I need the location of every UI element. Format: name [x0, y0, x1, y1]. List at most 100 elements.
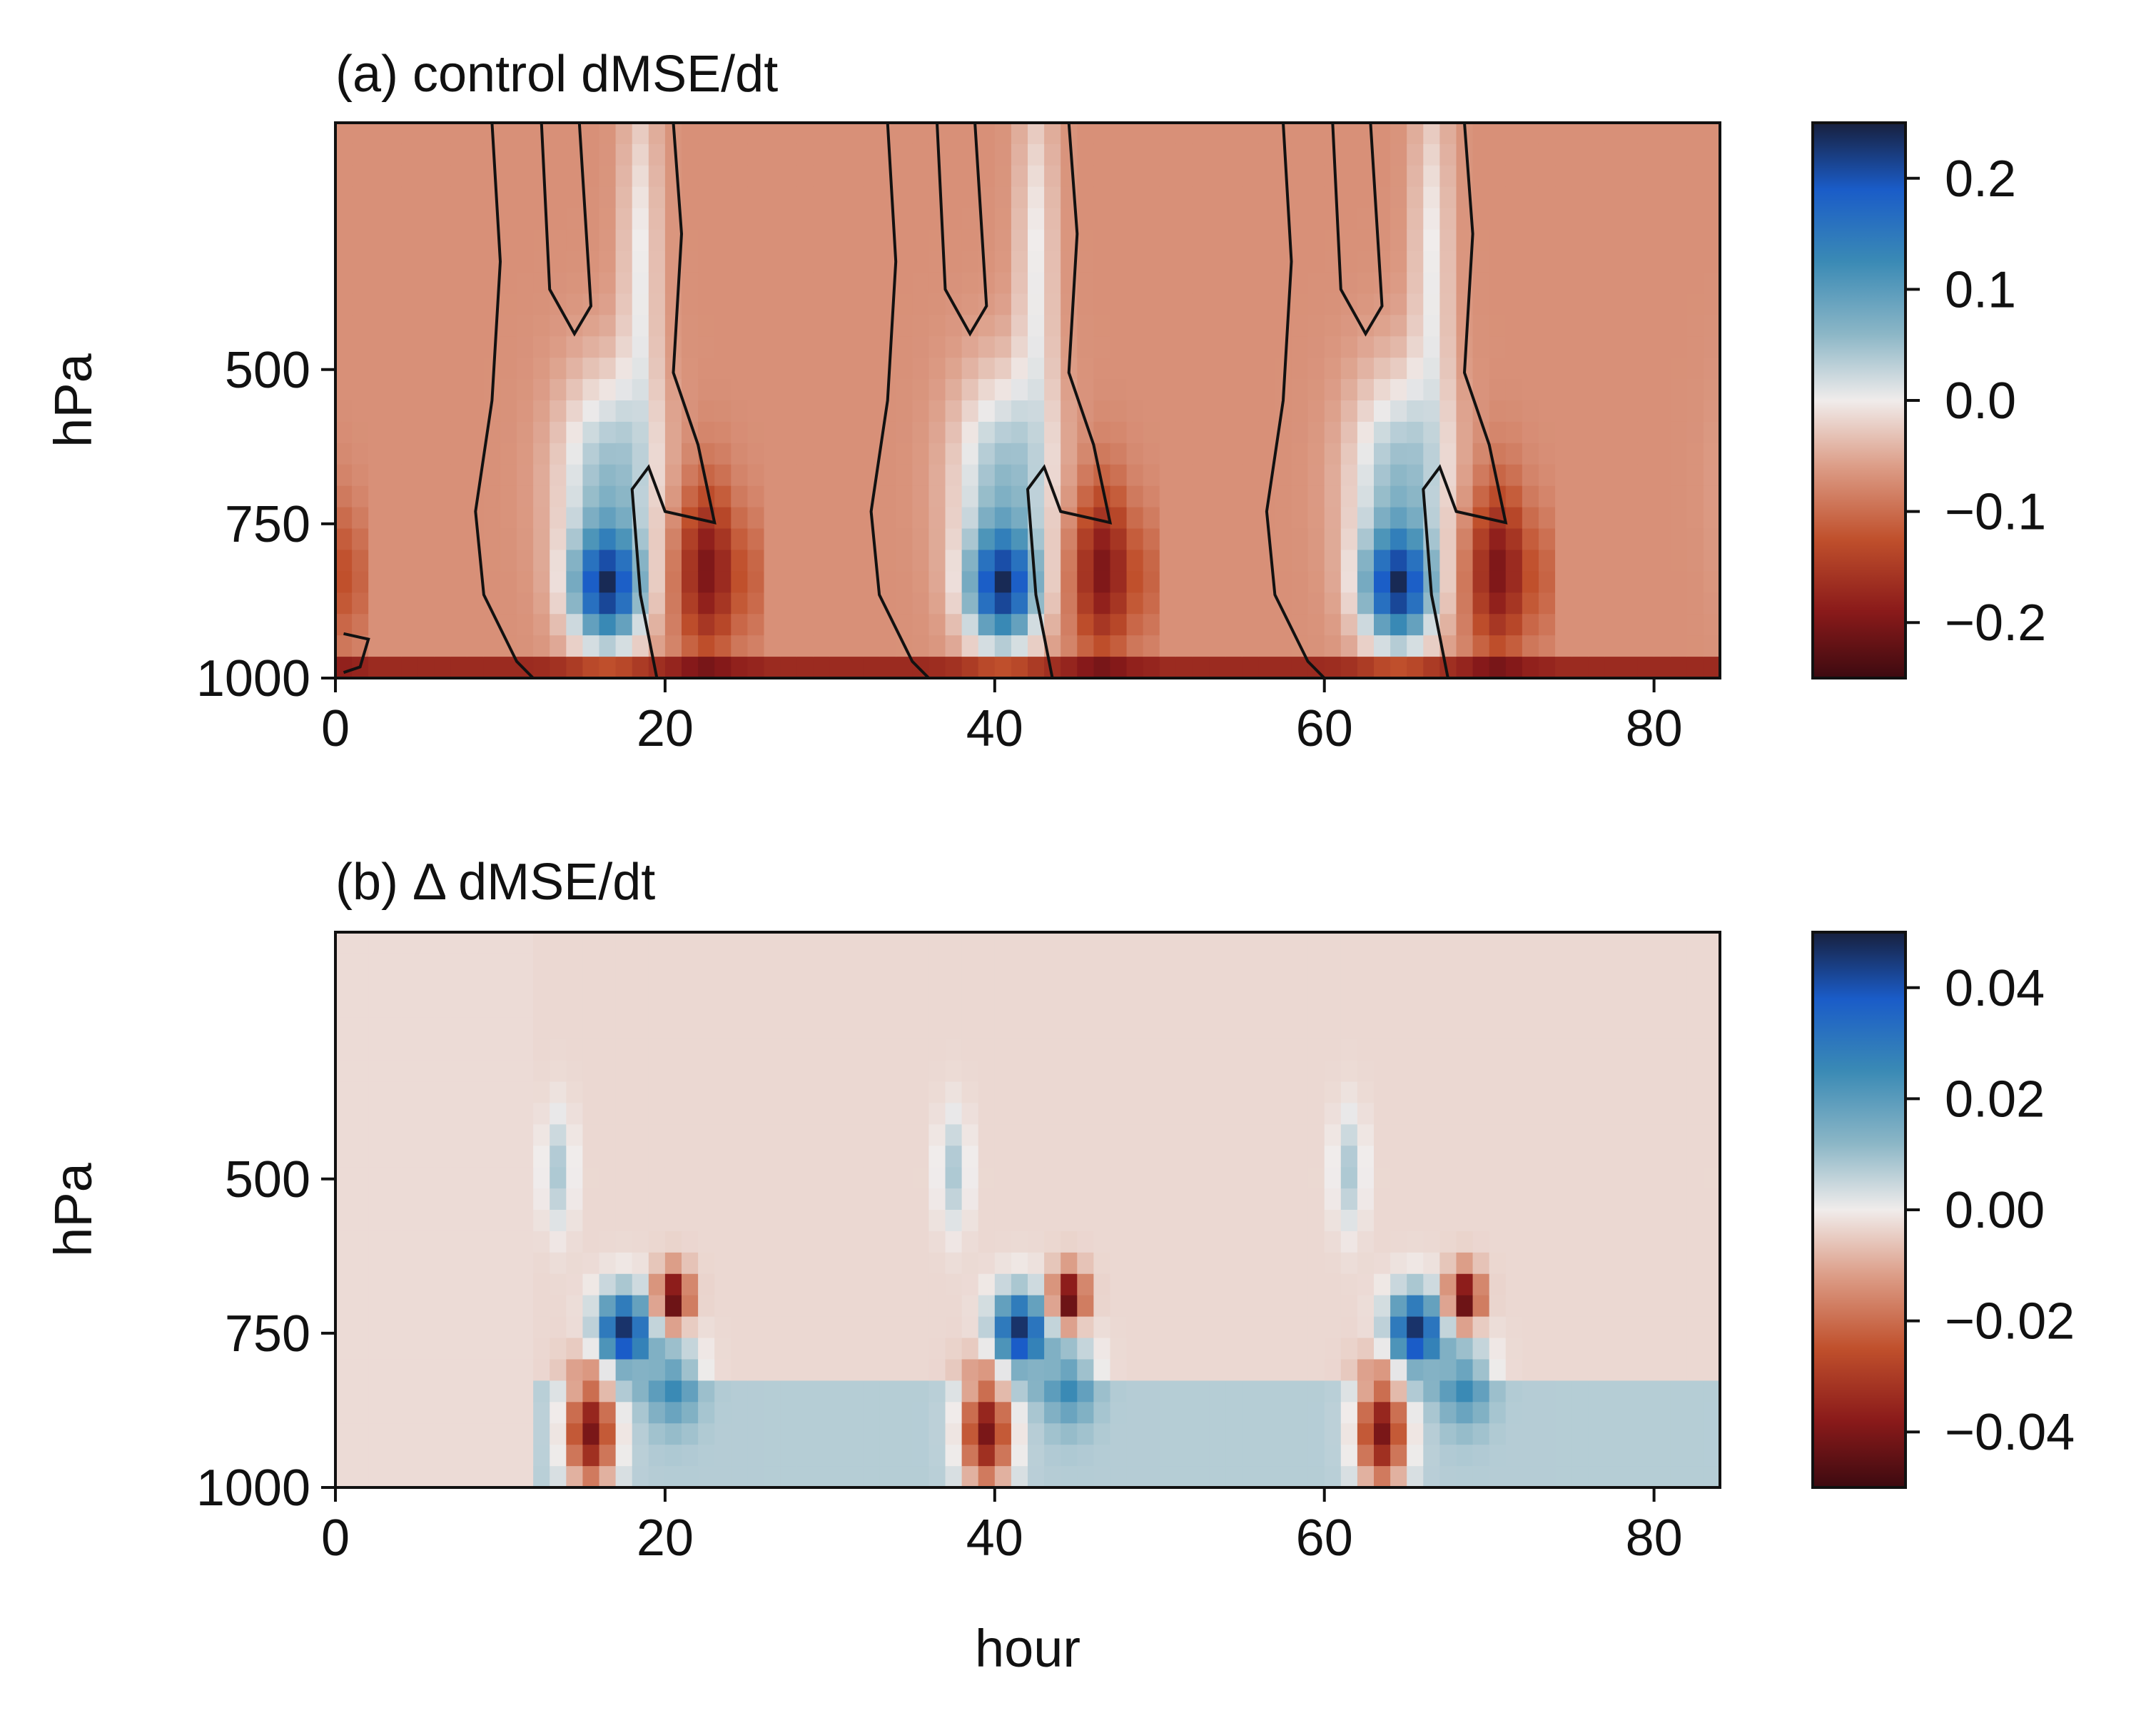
panel-a-heatmap-cell [978, 614, 996, 636]
panel-a-heatmap-cell [1670, 443, 1688, 465]
panel-b-heatmap-cell [879, 1060, 896, 1083]
panel-b-heatmap-cell [714, 1060, 732, 1083]
panel-a-heatmap-cell [335, 592, 353, 615]
panel-b-heatmap-cell [1670, 1466, 1688, 1488]
panel-a-heatmap-cell [682, 165, 699, 188]
panel-a-heatmap-cell [796, 165, 814, 188]
panel-b-heatmap-cell [863, 996, 880, 1019]
panel-b-heatmap-cell [1209, 1338, 1226, 1360]
panel-a-heatmap-cell [1654, 123, 1671, 145]
panel-a-heatmap-cell [1472, 443, 1490, 465]
panel-a-heatmap-cell [1126, 485, 1144, 508]
panel-b-heatmap-cell [368, 1252, 385, 1275]
panel-a-heatmap-cell [1555, 379, 1572, 401]
panel-b-heatmap-cell [747, 974, 765, 997]
panel-a-heatmap-cell [1604, 165, 1622, 188]
panel-b-heatmap-cell [1604, 1252, 1622, 1275]
panel-a-heatmap-cell [698, 507, 715, 530]
panel-b-heatmap-cell [1110, 1359, 1128, 1381]
panel-a-heatmap-cell [1472, 123, 1490, 145]
panel-a-heatmap-cell [1340, 208, 1358, 231]
panel-a-heatmap-cell [780, 358, 798, 380]
panel-a-heatmap-cell [483, 165, 501, 188]
panel-a-heatmap-cell [1340, 592, 1358, 615]
panel-a-heatmap-cell [1604, 657, 1622, 679]
panel-b-heatmap-cell [863, 974, 880, 997]
panel-a-heatmap-cell [796, 336, 814, 358]
panel-b-heatmap-cell [1077, 1359, 1094, 1381]
panel-a-heatmap-cell [1011, 358, 1028, 380]
panel-a-heatmap-cell [1258, 358, 1276, 380]
panel-a-heatmap-cell [385, 315, 402, 337]
panel-b-heatmap-cell [747, 1231, 765, 1253]
panel-a-heatmap-cell [1225, 485, 1243, 508]
panel-a-heatmap-cell [1110, 379, 1128, 401]
panel-a-heatmap-cell [500, 251, 517, 273]
panel-a-heatmap-cell [1654, 358, 1671, 380]
panel-b-heatmap-cell [368, 1210, 385, 1232]
panel-a-heatmap-cell [1225, 614, 1243, 636]
panel-b-heatmap-cell [632, 1124, 649, 1146]
panel-a-heatmap-cell [846, 186, 864, 209]
panel-a-heatmap-cell [682, 657, 699, 679]
panel-a-heatmap-cell [1357, 528, 1375, 551]
panel-b-heatmap-cell [698, 1188, 715, 1211]
panel-b-heatmap-cell [664, 1316, 682, 1339]
panel-b-heatmap-cell [533, 1338, 550, 1360]
panel-b-heatmap-cell [1110, 1103, 1128, 1125]
panel-a-heatmap-cell [335, 550, 353, 572]
panel-a-heatmap-cell [1044, 592, 1061, 615]
panel-a-heatmap-cell [994, 229, 1012, 252]
panel-a-heatmap-cell [912, 229, 930, 252]
panel-a-heatmap-cell [1110, 550, 1128, 572]
panel-b-heatmap-cell [1110, 1380, 1128, 1403]
panel-a-heatmap-cell [1291, 550, 1309, 572]
panel-a-heatmap-cell [1555, 143, 1572, 166]
panel-b-heatmap-cell [648, 1124, 666, 1146]
panel-b-heatmap-cell [1670, 996, 1688, 1019]
panel-a-heatmap-cell [846, 400, 864, 423]
panel-b-heatmap-cell [1489, 1273, 1507, 1296]
panel-a-heatmap-cell [994, 208, 1012, 231]
panel-b-heatmap-cell [615, 1466, 633, 1488]
panel-a-heatmap-cell [550, 550, 567, 572]
panel-a-heatmap-cell [1011, 315, 1028, 337]
panel-a-heatmap-cell [1555, 208, 1572, 231]
panel-b-heatmap-cell [566, 1380, 584, 1403]
panel-a-heatmap-cell [994, 592, 1012, 615]
panel-b-heatmap-cell [483, 1295, 501, 1318]
panel-b-heatmap-cell [961, 1081, 979, 1103]
panel-b-heatmap-cell [863, 1167, 880, 1189]
panel-a-heatmap-cell [1258, 293, 1276, 315]
panel-b-heatmap-cell [1407, 1466, 1424, 1488]
panel-b-heatmap-cell [912, 1017, 930, 1040]
panel-b-heatmap-cell [632, 1252, 649, 1275]
panel-b-heatmap-cell [1291, 1146, 1309, 1168]
panel-b-heatmap-cell [1143, 1466, 1160, 1488]
panel-b-heatmap-cell [1028, 1402, 1045, 1424]
panel-b-heatmap-cell [517, 1338, 534, 1360]
panel-a-heatmap-cell [747, 123, 765, 145]
panel-b-heatmap-cell [1637, 1402, 1655, 1424]
panel-a-heatmap-cell [1588, 550, 1605, 572]
panel-b-heatmap-cell [1324, 1081, 1342, 1103]
panel-a-heatmap-cell [450, 336, 468, 358]
panel-b-heatmap-cell [1192, 953, 1210, 976]
panel-a-heatmap-cell [648, 400, 666, 423]
panel-b-heatmap-cell [1423, 1338, 1440, 1360]
panel-b-heatmap-cell [796, 996, 814, 1019]
panel-b-heatmap-cell [533, 1210, 550, 1232]
panel-b-heatmap-cell [731, 1188, 748, 1211]
panel-a-heatmap-cell [780, 550, 798, 572]
panel-a-heatmap-cell [1126, 358, 1144, 380]
panel-b-heatmap-cell [1357, 996, 1375, 1019]
panel-a-heatmap-cell [1175, 485, 1193, 508]
panel-b-heatmap-cell [1390, 1273, 1407, 1296]
panel-a-heatmap-cell [928, 657, 946, 679]
panel-a-heatmap-cell [698, 165, 715, 188]
panel-b-heatmap-cell [994, 1039, 1012, 1061]
panel-b-heatmap-cell [1044, 1423, 1061, 1445]
panel-a-heatmap-cell [1621, 208, 1639, 231]
panel-a-heatmap-cell [467, 379, 485, 401]
panel-a-heatmap-cell [1028, 293, 1045, 315]
